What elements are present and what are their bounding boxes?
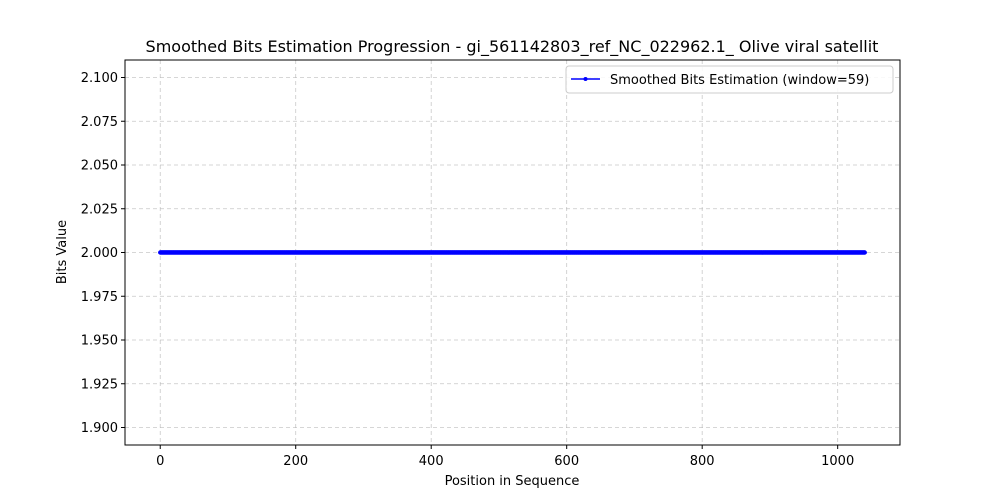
legend-marker-sample [583,77,588,81]
legend-box [565,65,894,94]
y-tick-label: 1.925 [81,377,118,392]
x-tick-label: 0 [156,454,164,469]
x-tick-label: 800 [690,454,715,469]
y-tick-label: 1.950 [81,334,118,349]
y-tick-label: 2.075 [81,115,118,130]
x-axis-label: Position in Sequence [445,474,580,489]
series-markers [158,250,867,255]
y-tick-label: 2.100 [81,71,118,86]
x-tick-label: 600 [554,454,579,469]
x-tick-label: 400 [419,454,444,469]
series-layer [158,250,867,255]
y-tick-label: 1.900 [81,421,118,436]
x-axis-ticks: 0 200 400 600 800 1000 [156,445,854,469]
y-axis-ticks: 1.900 1.925 1.950 1.975 2.000 2.025 2.050 2.075… [81,71,125,436]
y-tick-label: 2.050 [81,159,118,174]
x-tick-label: 1000 [821,454,854,469]
legend: Smoothed Bits Estimation (window=59) [565,65,894,94]
y-tick-label: 2.000 [81,246,118,261]
y-axis-label: Bits Value [55,220,70,284]
y-tick-label: 1.975 [81,290,118,305]
data-point [862,250,867,255]
legend-entry-label: Smoothed Bits Estimation (window=59) [610,73,869,88]
x-tick-label: 200 [283,454,308,469]
y-tick-label: 2.025 [81,202,118,217]
chart-title: Smoothed Bits Estimation Progression - g… [146,37,879,57]
